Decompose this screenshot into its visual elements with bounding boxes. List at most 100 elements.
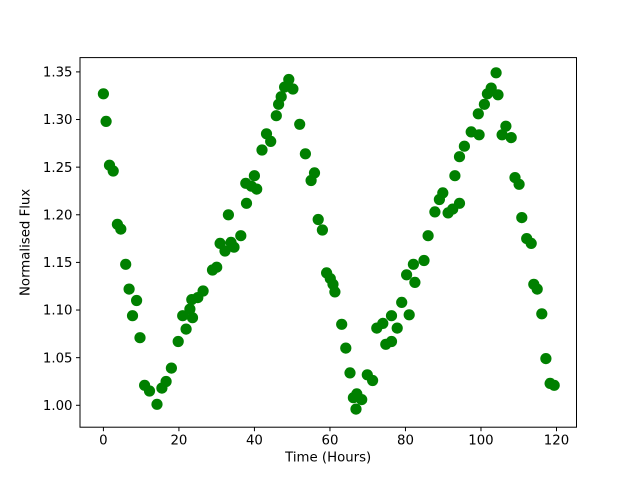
x-axis-ticks: 0 20 40 60 80 100 120 [99,427,569,449]
x-tick-label: 20 [170,434,187,449]
y-tick-label: 1.15 [43,256,73,271]
data-point [429,206,441,218]
data-point [134,332,146,344]
data-point [172,335,184,348]
data-point [401,269,413,281]
data-point [458,140,470,152]
data-point [222,209,234,221]
data-point [177,310,189,322]
data-point [316,224,328,236]
x-tick-label: 120 [544,434,569,449]
data-point [490,67,502,79]
x-tick-label: 60 [321,434,338,449]
data-point [219,245,231,257]
data-point [197,285,209,297]
data-point [505,132,517,144]
data-point [437,187,449,199]
data-point [407,258,419,270]
data-point [418,254,430,267]
data-point [492,89,504,101]
y-tick-label: 1.25 [43,161,73,176]
data-point [496,129,508,141]
data-point [240,197,253,209]
data-point [126,310,139,322]
data-point [251,183,263,195]
data-point [385,335,398,348]
data-point [513,178,525,190]
data-point [536,308,548,320]
data-point [500,120,512,132]
y-axis-label: Normalised Flux [19,189,34,296]
data-point [367,374,379,387]
data-point [531,283,543,295]
data-point [100,115,112,127]
data-point [336,318,348,330]
data-point [143,385,156,397]
data-point [516,212,528,224]
data-point [409,276,421,288]
data-point [308,167,321,179]
y-axis-ticks: 1.00 1.05 1.10 1.15 1.20 1.25 1.30 1.35 [43,66,80,414]
data-point [131,294,143,307]
data-point [391,322,403,334]
data-point [548,379,560,391]
data-point [265,135,277,147]
y-tick-label: 1.35 [43,66,73,81]
data-point [151,398,163,410]
y-tick-label: 1.20 [43,208,73,223]
y-tick-label: 1.30 [43,113,73,128]
data-point [396,296,408,308]
data-point [248,170,260,182]
data-point [540,353,552,365]
data-point [294,118,306,130]
x-tick-label: 80 [397,434,414,449]
data-point [344,367,356,379]
data-point [350,403,362,415]
data-point [449,170,461,182]
data-point [385,310,398,322]
x-tick-label: 0 [99,434,107,449]
x-axis-label: Time (Hours) [284,451,371,466]
data-point [453,151,466,163]
data-point [312,213,324,226]
data-points [97,67,560,415]
data-point [165,362,177,374]
data-point [184,303,196,315]
data-point [340,342,352,354]
data-point [180,323,192,335]
data-point [299,148,311,160]
data-point [377,317,389,329]
x-tick-label: 100 [468,434,493,449]
data-point [283,73,295,86]
data-point [356,394,368,406]
data-point [123,283,135,295]
data-point [422,230,434,242]
data-point [186,312,199,324]
data-point [453,197,466,209]
data-point [525,237,537,249]
data-point [256,144,268,156]
plot-frame [79,57,577,428]
data-point [211,261,223,273]
data-point [160,375,172,388]
y-tick-label: 1.10 [43,304,73,319]
data-point [275,91,287,103]
data-point [329,286,341,298]
data-point [270,110,282,122]
x-tick-label: 40 [246,434,263,449]
y-tick-label: 1.00 [43,399,73,414]
data-point [235,230,247,242]
y-tick-label: 1.05 [43,351,73,366]
data-point [107,165,119,177]
data-point [403,309,415,321]
data-point [115,223,127,235]
data-point [97,88,109,100]
data-point [120,258,132,270]
data-point [287,83,299,95]
data-point [228,241,240,253]
data-point [472,108,484,120]
data-point [473,129,485,141]
data-point [478,98,490,110]
